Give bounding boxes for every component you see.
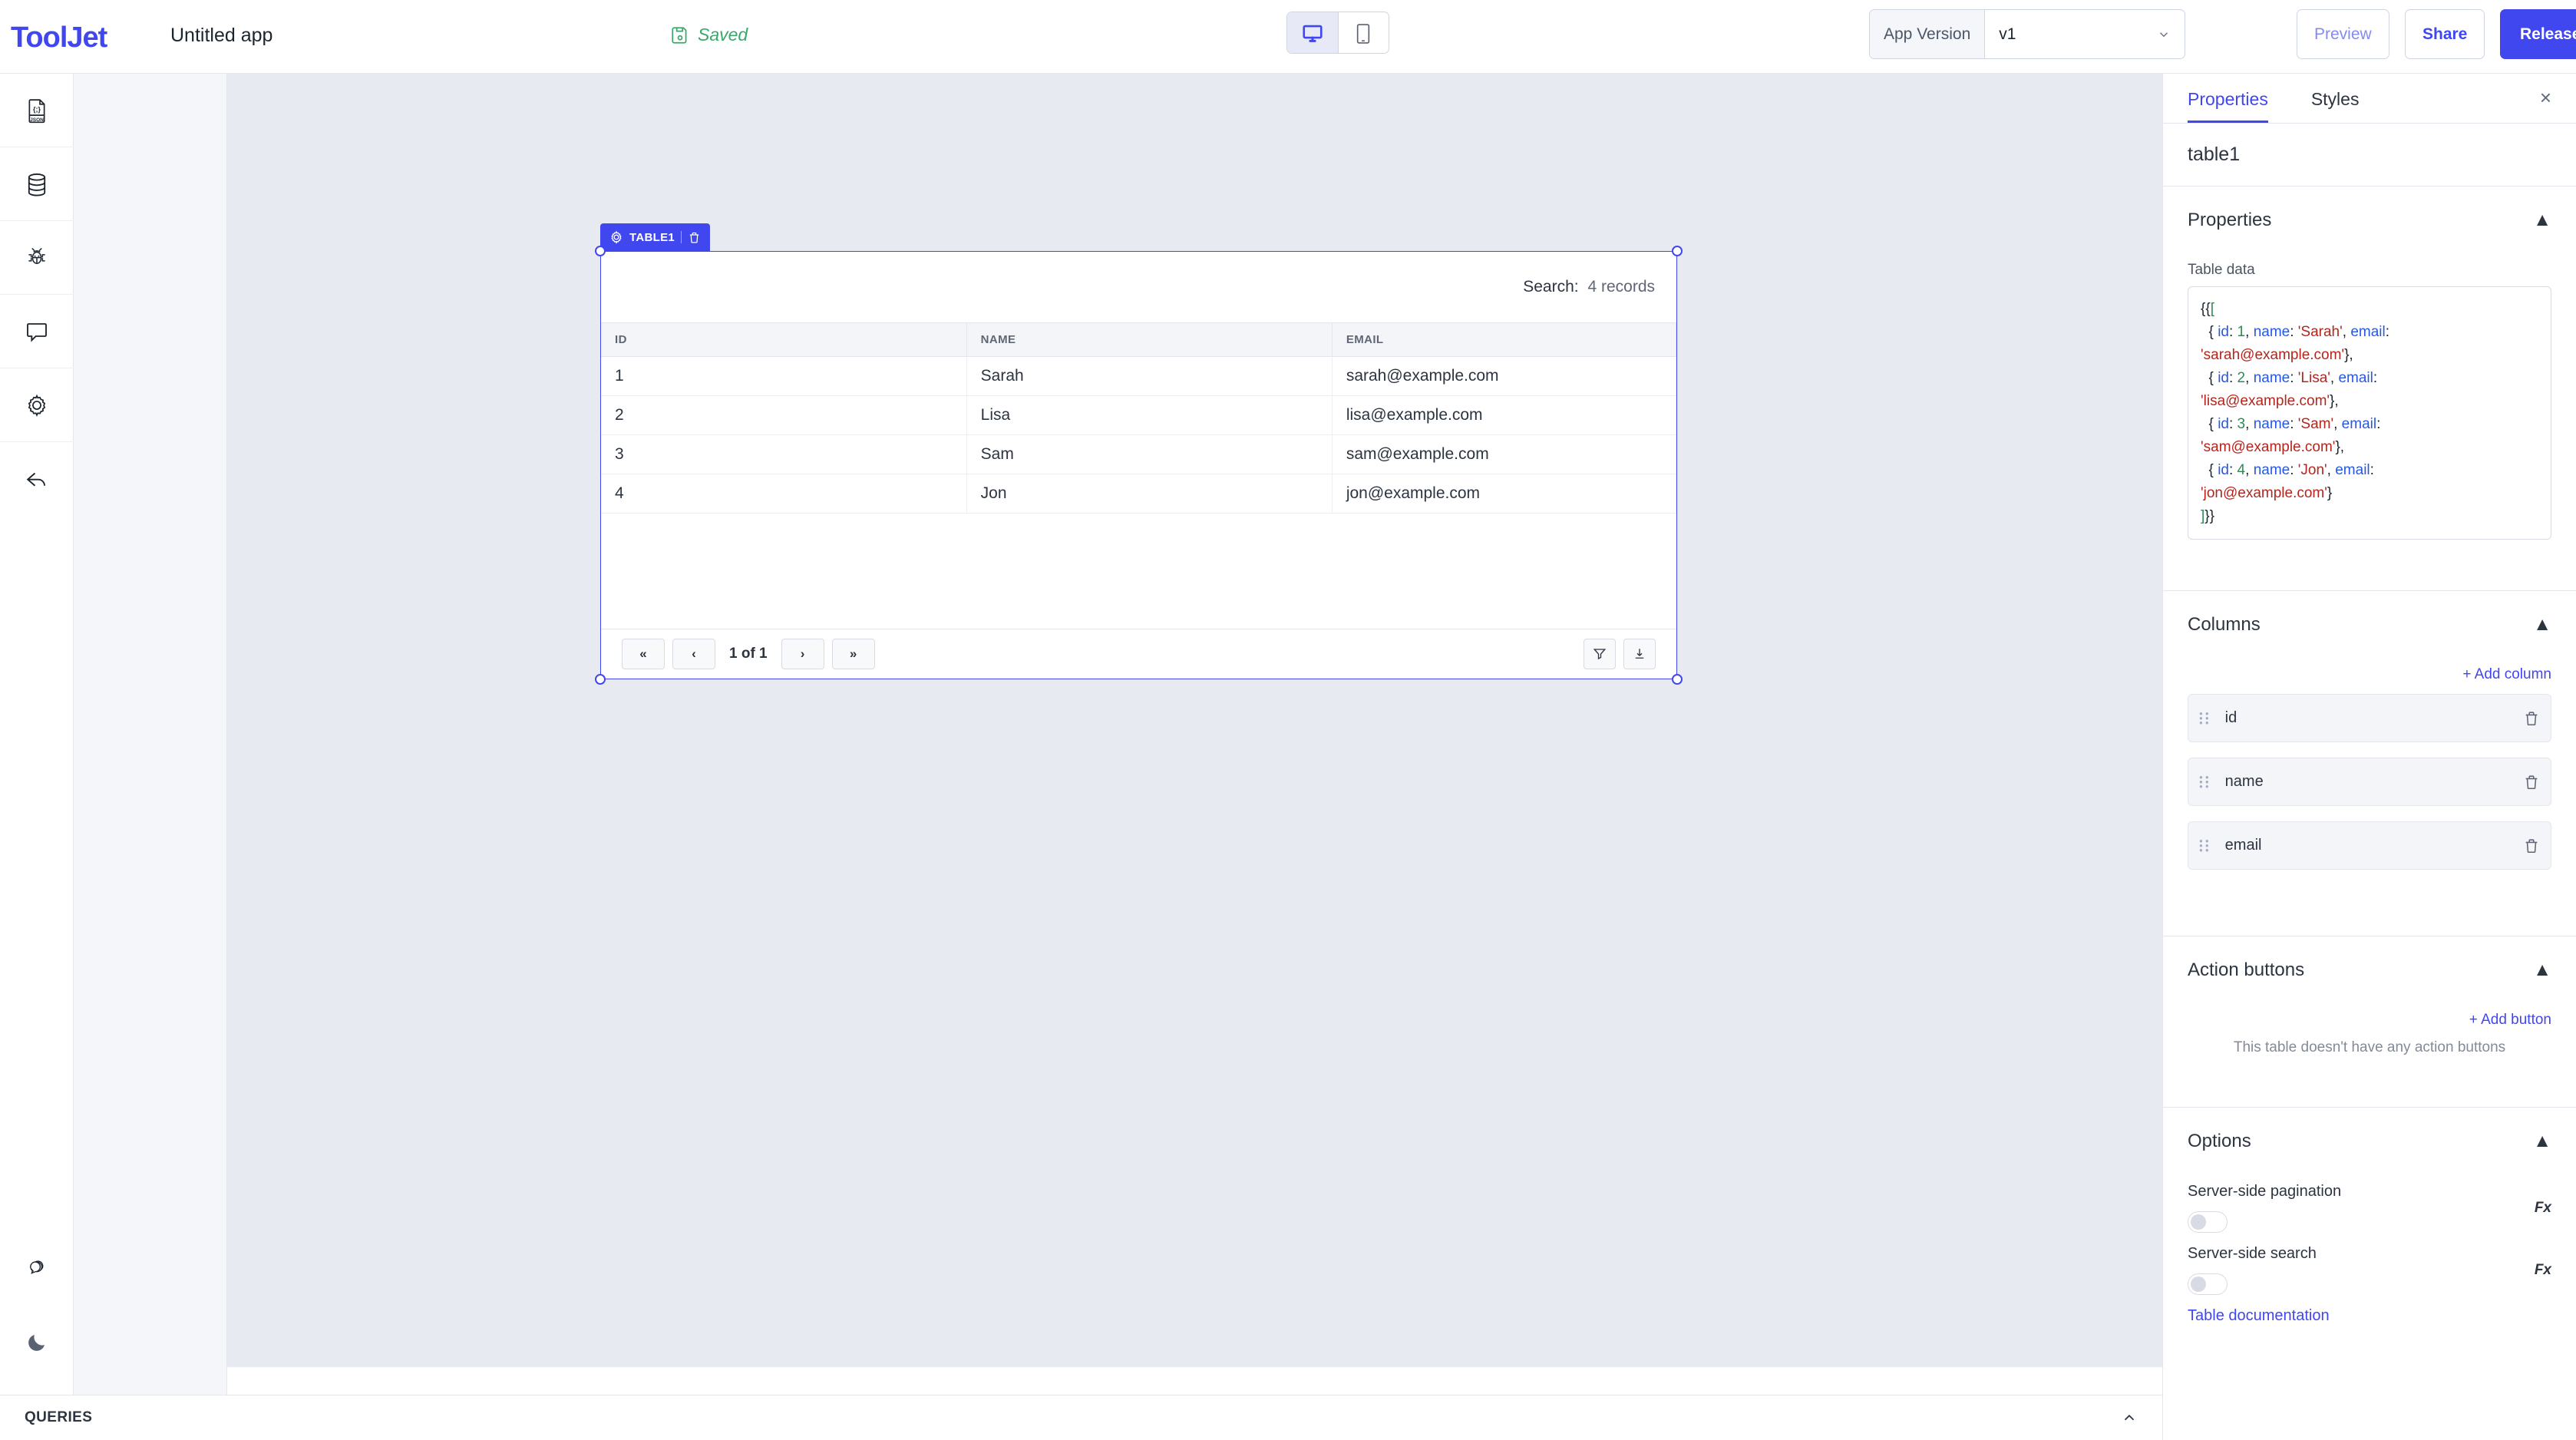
svg-text:JSON: JSON <box>30 117 44 122</box>
svg-text:{;}: {;} <box>33 105 41 113</box>
